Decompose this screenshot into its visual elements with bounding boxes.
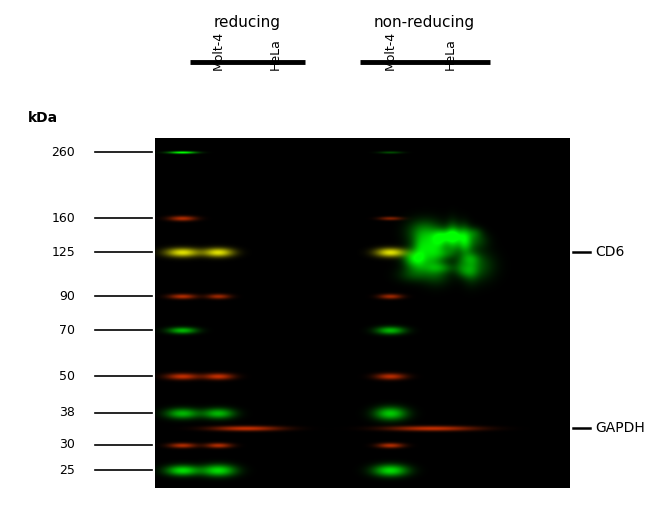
Text: 30: 30 [59, 438, 75, 451]
Text: 25: 25 [59, 464, 75, 477]
Text: 160: 160 [51, 212, 75, 225]
Text: CD6: CD6 [595, 245, 625, 259]
Text: 50: 50 [59, 370, 75, 382]
Text: GAPDH: GAPDH [595, 421, 645, 435]
Text: 38: 38 [59, 407, 75, 420]
Text: Molt-4: Molt-4 [211, 31, 224, 70]
Text: Molt-4: Molt-4 [384, 31, 396, 70]
Text: 90: 90 [59, 289, 75, 302]
Text: 125: 125 [51, 245, 75, 259]
Text: HeLa: HeLa [268, 38, 281, 70]
Text: reducing: reducing [213, 15, 281, 30]
Text: 260: 260 [51, 145, 75, 159]
Text: 70: 70 [59, 324, 75, 336]
Text: kDa: kDa [28, 111, 58, 125]
Text: non-reducing: non-reducing [374, 15, 474, 30]
Text: HeLa: HeLa [443, 38, 456, 70]
